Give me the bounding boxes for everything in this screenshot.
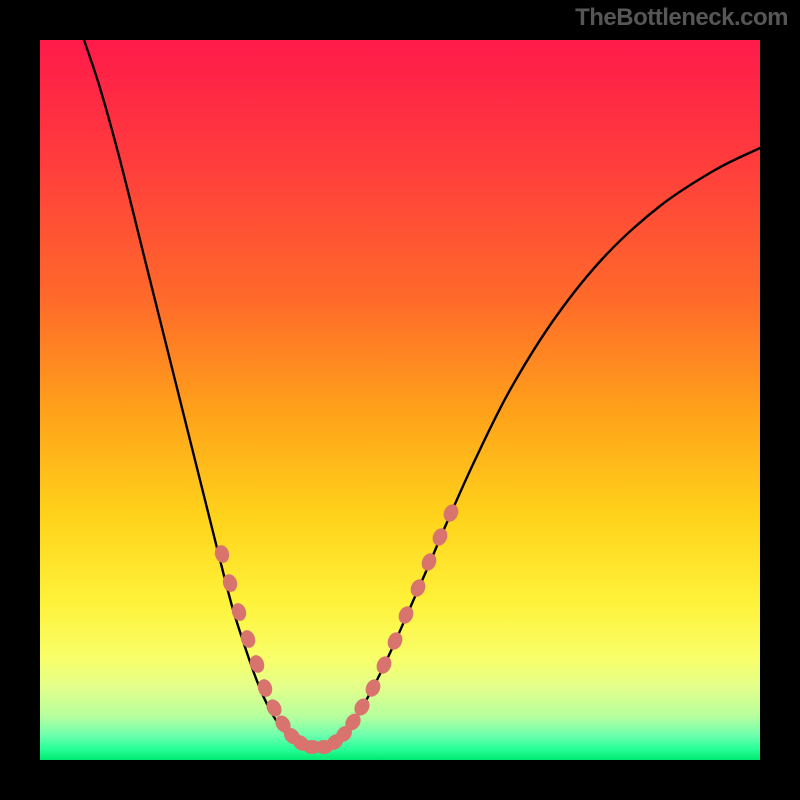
gradient-background <box>40 40 760 760</box>
plot-area <box>40 40 760 760</box>
attribution-label: TheBottleneck.com <box>575 4 788 32</box>
bottleneck-curve-chart <box>40 40 760 760</box>
chart-container: TheBottleneck.com <box>0 0 800 800</box>
